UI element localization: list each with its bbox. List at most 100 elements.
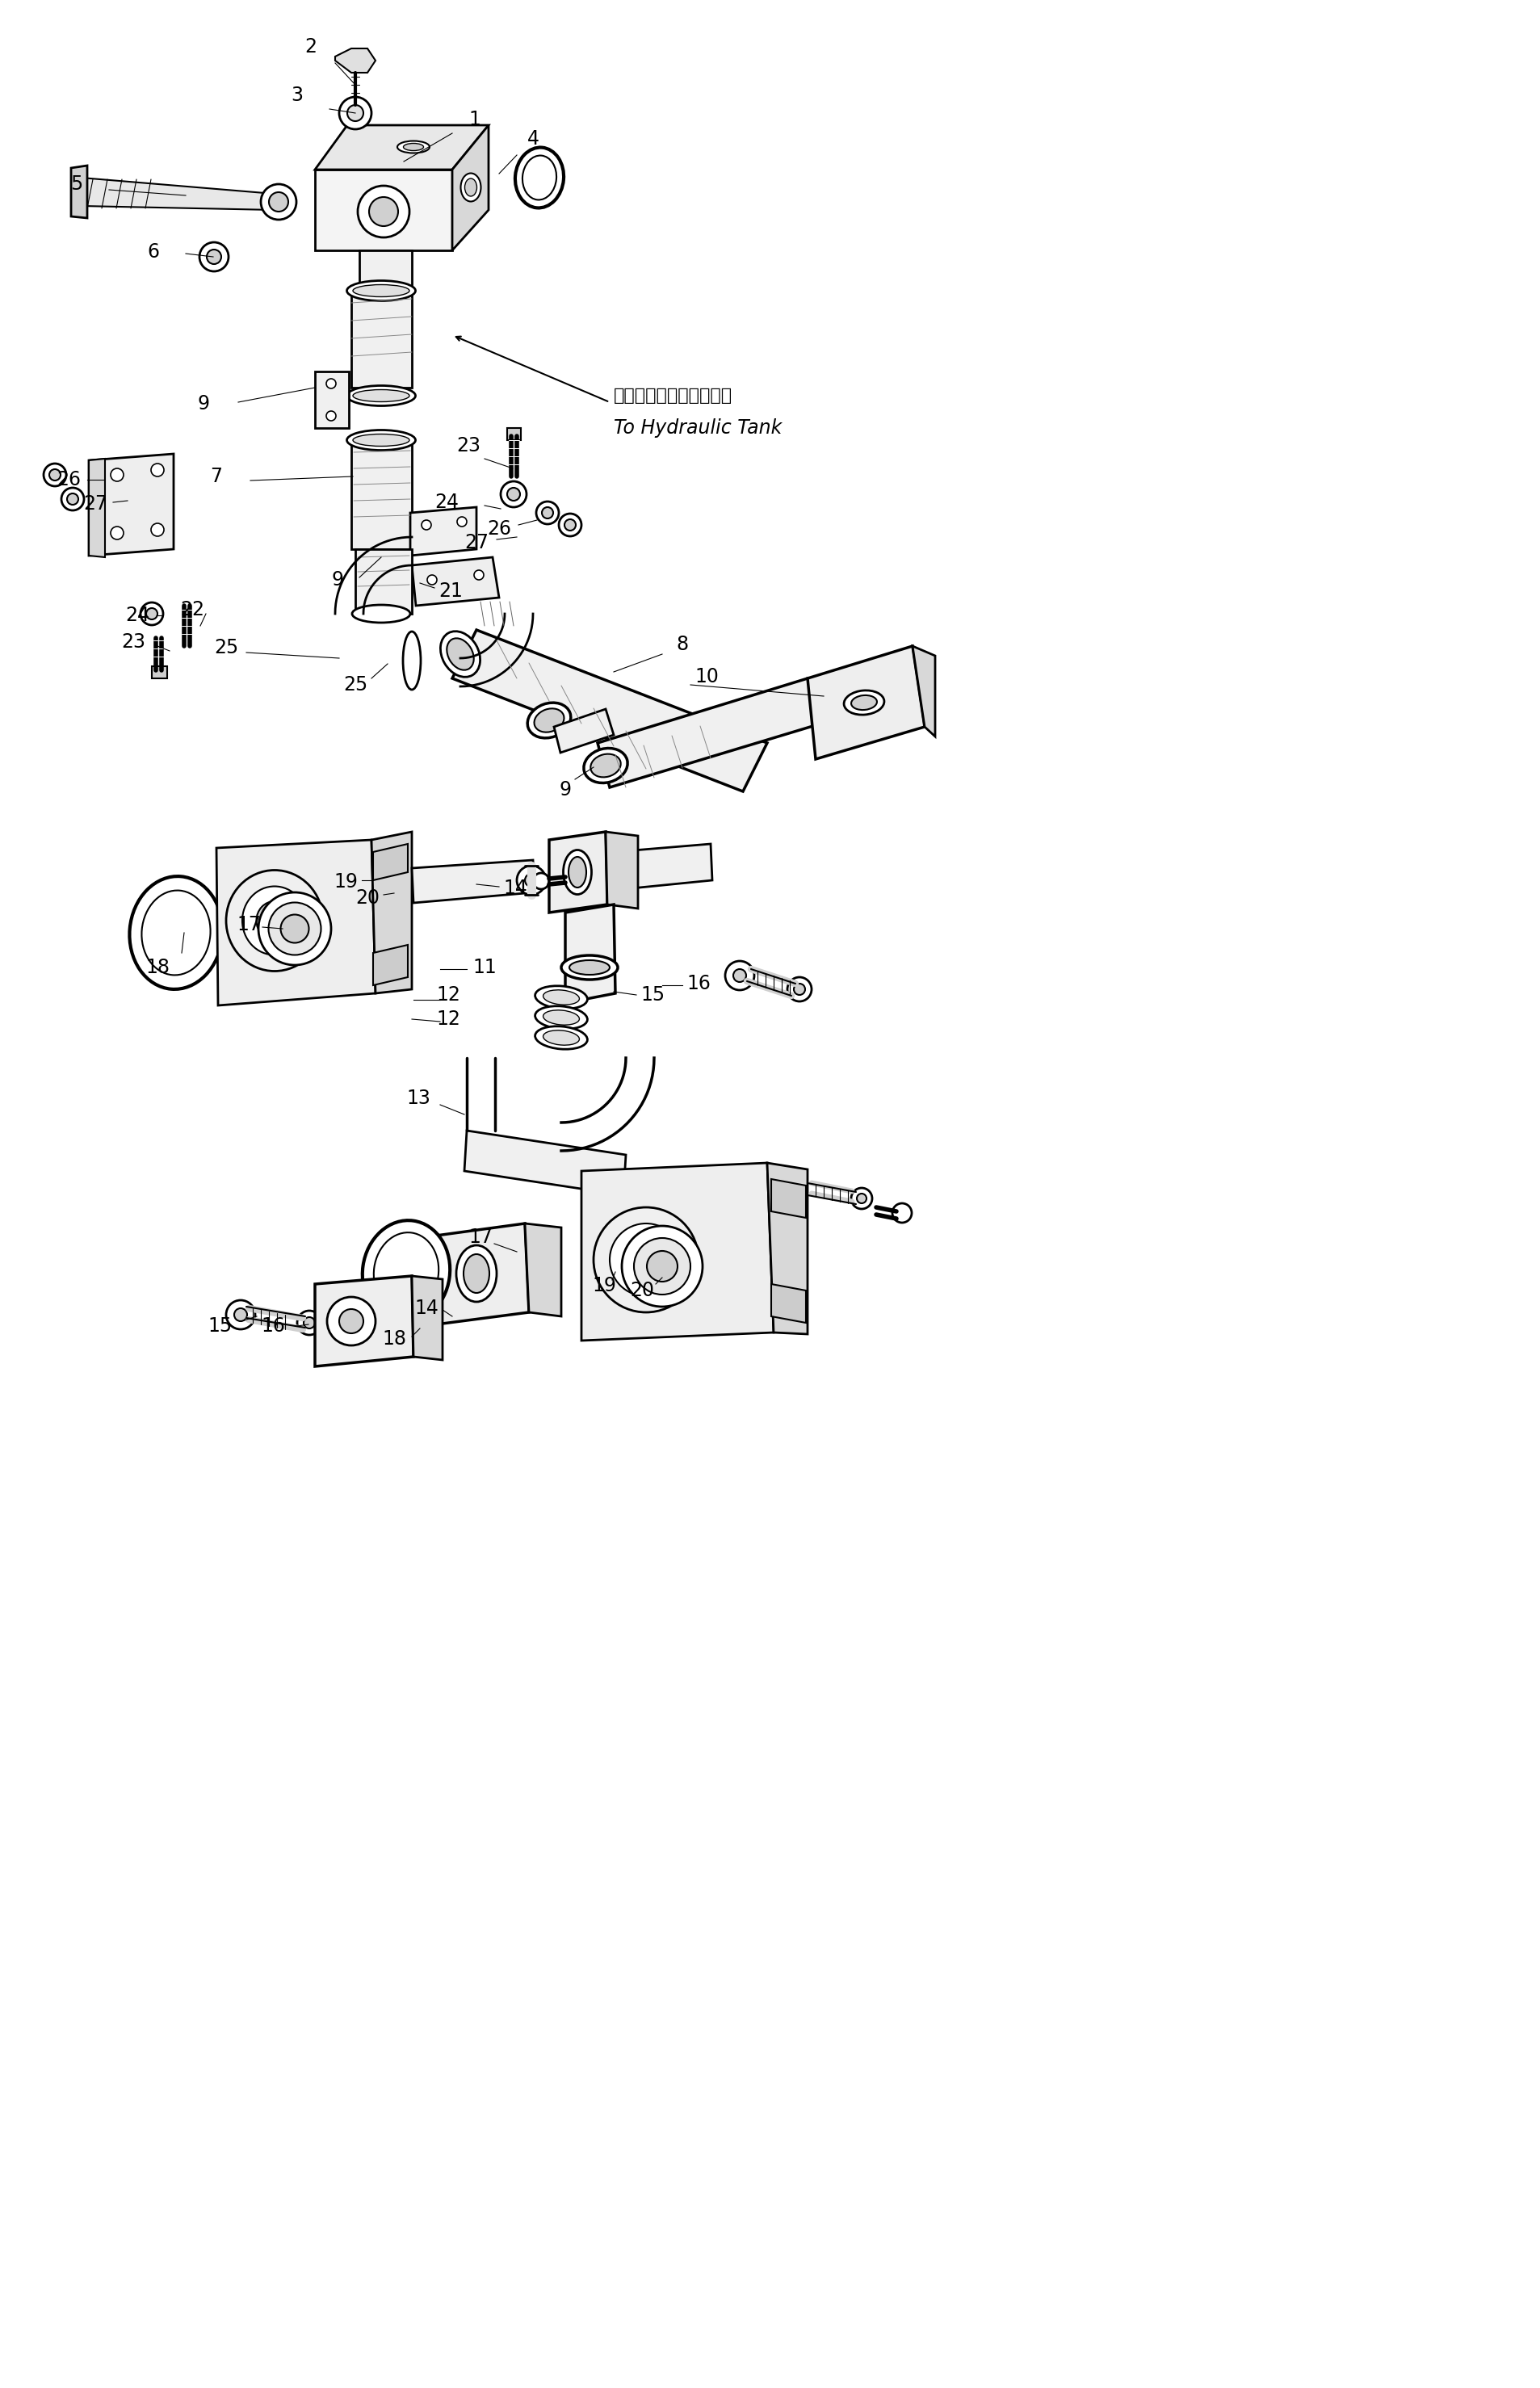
Circle shape [500,482,527,506]
Circle shape [725,960,755,991]
Circle shape [140,602,163,626]
Ellipse shape [534,1005,587,1029]
Polygon shape [525,1223,561,1316]
Text: 5: 5 [71,174,83,193]
Text: 16: 16 [687,974,710,993]
Circle shape [270,191,288,213]
Text: 12: 12 [436,1010,460,1029]
Polygon shape [371,831,411,993]
Text: 15: 15 [208,1316,233,1335]
Circle shape [234,1309,246,1321]
Polygon shape [373,946,408,986]
Ellipse shape [544,991,579,1005]
Ellipse shape [464,1254,490,1292]
Text: 9: 9 [559,781,571,800]
Circle shape [326,1297,376,1344]
Circle shape [517,867,545,896]
Ellipse shape [625,1239,667,1280]
Ellipse shape [534,709,564,733]
Text: 10: 10 [695,666,719,685]
Text: 24: 24 [434,492,459,511]
Polygon shape [316,1275,413,1366]
Polygon shape [410,506,476,556]
Text: 17: 17 [237,915,260,934]
Circle shape [562,872,579,886]
Circle shape [151,523,163,537]
Text: 8: 8 [676,635,688,654]
Text: 16: 16 [260,1316,285,1335]
Circle shape [370,198,399,227]
Text: To Hydraulic Tank: To Hydraulic Tank [614,418,782,437]
Ellipse shape [593,1208,699,1313]
Circle shape [346,105,363,122]
Ellipse shape [522,155,556,201]
Ellipse shape [561,955,618,979]
Text: 22: 22 [180,599,205,618]
Ellipse shape [564,850,591,896]
Circle shape [457,516,467,525]
Circle shape [542,506,553,518]
Circle shape [339,98,371,129]
Ellipse shape [353,389,410,401]
Ellipse shape [353,284,410,296]
Text: 23: 23 [456,437,480,456]
Text: 7: 7 [211,466,222,487]
Ellipse shape [397,141,430,153]
Circle shape [565,518,576,530]
Polygon shape [582,1163,773,1340]
Polygon shape [316,170,453,251]
Text: 25: 25 [214,638,239,657]
Text: 9: 9 [331,571,343,590]
Polygon shape [565,905,616,1003]
Circle shape [536,501,559,523]
Circle shape [474,571,484,580]
Ellipse shape [465,179,477,196]
Ellipse shape [528,702,571,738]
Text: 11: 11 [473,958,496,977]
Ellipse shape [584,747,628,783]
Polygon shape [89,454,174,556]
Ellipse shape [570,960,610,974]
Ellipse shape [516,148,564,208]
Polygon shape [554,709,614,752]
Ellipse shape [374,1232,439,1311]
Text: 4: 4 [527,129,539,148]
Polygon shape [465,1130,625,1196]
Polygon shape [605,831,638,907]
Circle shape [533,874,550,888]
Ellipse shape [534,1027,587,1048]
Circle shape [260,184,296,220]
Text: 27: 27 [83,494,108,513]
Circle shape [559,513,582,537]
Polygon shape [436,1223,528,1325]
Ellipse shape [259,893,331,965]
Circle shape [427,576,437,585]
Polygon shape [80,177,274,210]
Ellipse shape [647,1251,678,1282]
Polygon shape [373,843,408,881]
Text: 3: 3 [291,86,303,105]
Circle shape [787,977,812,1001]
Ellipse shape [346,384,416,406]
Text: 14: 14 [504,879,527,898]
Circle shape [43,463,66,487]
Text: ハイドロリックタンクへ: ハイドロリックタンクへ [614,387,733,404]
Circle shape [297,1311,322,1335]
Polygon shape [351,444,411,549]
Circle shape [200,241,228,272]
Circle shape [852,1187,872,1208]
Ellipse shape [280,915,310,943]
Ellipse shape [256,900,293,941]
Polygon shape [316,373,350,427]
Ellipse shape [346,282,416,301]
Text: 12: 12 [436,986,460,1005]
Polygon shape [359,251,411,287]
Ellipse shape [460,174,480,201]
Ellipse shape [610,1223,682,1297]
Polygon shape [316,124,488,170]
Ellipse shape [242,886,306,955]
Polygon shape [356,549,411,614]
Polygon shape [411,1275,442,1359]
Text: 15: 15 [641,986,665,1005]
Ellipse shape [142,891,211,974]
